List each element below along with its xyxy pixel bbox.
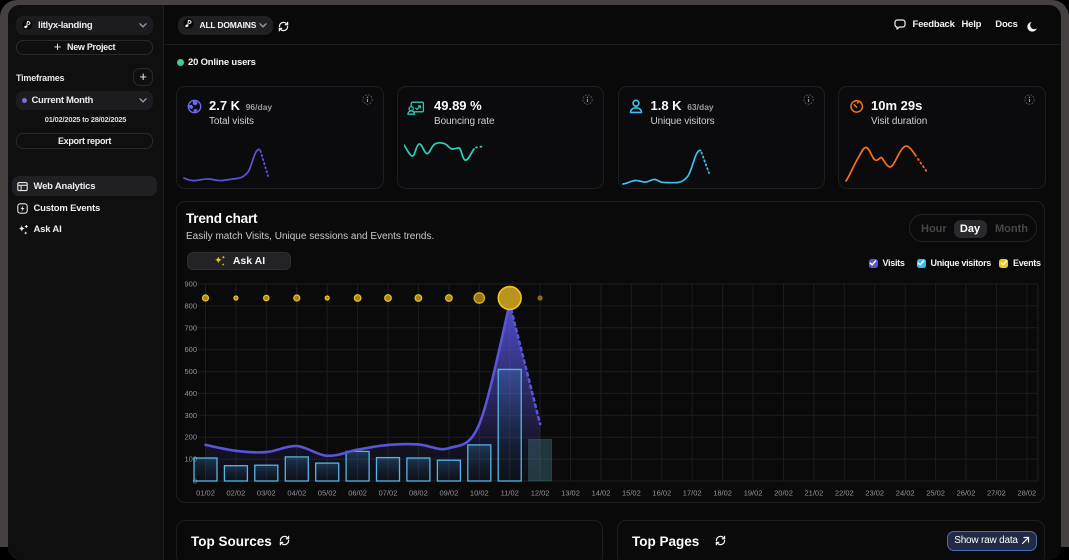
svg-text:12/02: 12/02 [531, 489, 550, 498]
svg-text:26/02: 26/02 [957, 489, 976, 498]
svg-text:800: 800 [184, 301, 197, 310]
svg-text:06/02: 06/02 [348, 489, 367, 498]
svg-text:09/02: 09/02 [440, 489, 459, 498]
svg-text:03/02: 03/02 [257, 489, 276, 498]
svg-text:16/02: 16/02 [652, 489, 671, 498]
svg-text:01/02: 01/02 [196, 489, 215, 498]
svg-text:21/02: 21/02 [805, 489, 824, 498]
svg-text:11/02: 11/02 [501, 489, 519, 498]
svg-text:700: 700 [184, 323, 197, 332]
svg-text:20/02: 20/02 [774, 489, 793, 498]
svg-text:08/02: 08/02 [409, 489, 428, 498]
svg-text:05/02: 05/02 [318, 489, 337, 498]
svg-text:400: 400 [184, 389, 197, 398]
svg-text:25/02: 25/02 [926, 489, 945, 498]
svg-text:15/02: 15/02 [622, 489, 641, 498]
svg-text:24/02: 24/02 [896, 489, 915, 498]
svg-text:900: 900 [184, 280, 197, 289]
svg-text:10/02: 10/02 [470, 489, 489, 498]
svg-text:14/02: 14/02 [592, 489, 611, 498]
svg-text:28/02: 28/02 [1017, 489, 1036, 498]
svg-text:100: 100 [184, 455, 197, 464]
svg-text:300: 300 [184, 411, 197, 420]
svg-text:600: 600 [184, 345, 197, 354]
svg-text:02/02: 02/02 [227, 489, 246, 498]
svg-text:19/02: 19/02 [744, 489, 763, 498]
svg-text:07/02: 07/02 [379, 489, 398, 498]
svg-text:500: 500 [184, 367, 197, 376]
svg-text:27/02: 27/02 [987, 489, 1006, 498]
svg-text:23/02: 23/02 [865, 489, 884, 498]
svg-text:200: 200 [184, 433, 197, 442]
svg-text:17/02: 17/02 [683, 489, 702, 498]
svg-text:18/02: 18/02 [713, 489, 732, 498]
svg-text:13/02: 13/02 [561, 489, 580, 498]
svg-text:22/02: 22/02 [835, 489, 854, 498]
svg-text:04/02: 04/02 [287, 489, 306, 498]
